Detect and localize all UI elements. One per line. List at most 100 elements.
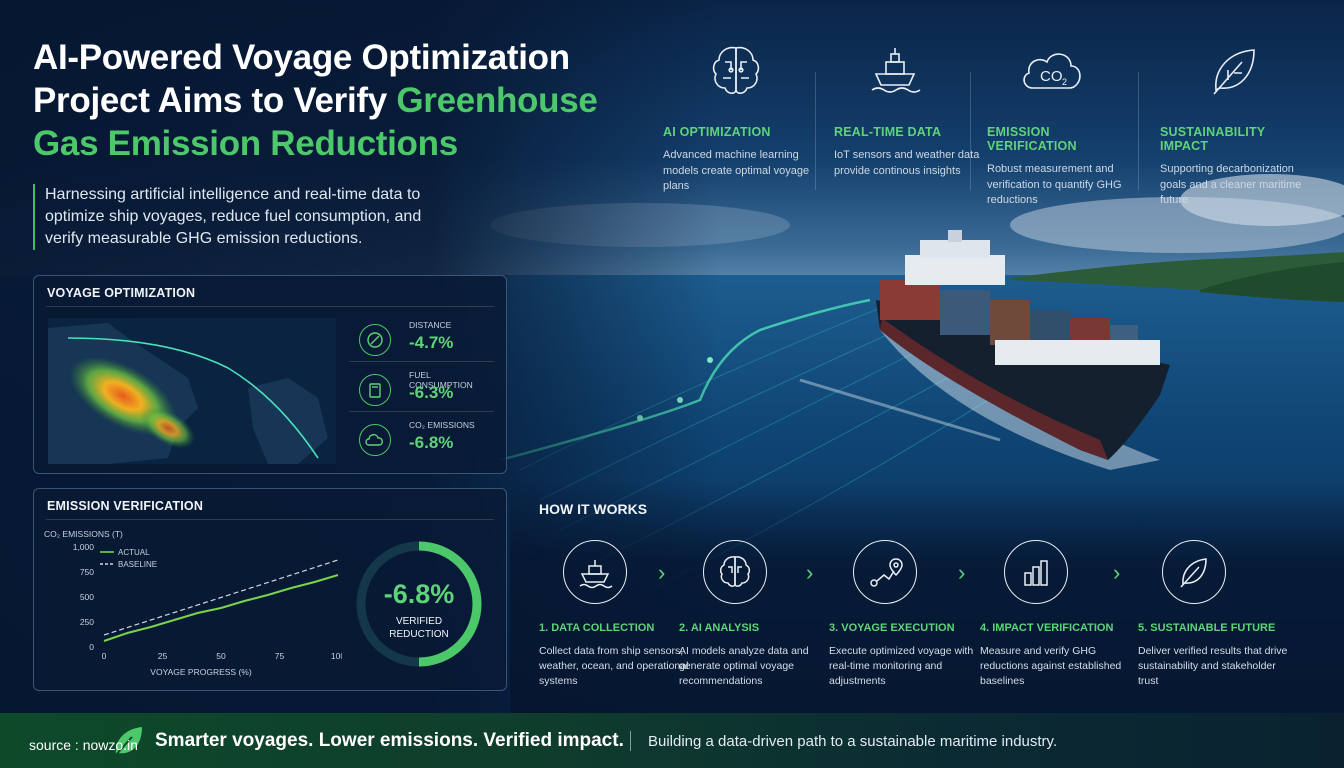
chevron-right-icon: › bbox=[1113, 560, 1121, 585]
route-heatmap bbox=[48, 318, 336, 464]
brain-icon bbox=[712, 46, 760, 94]
feature-divider bbox=[815, 72, 816, 190]
title-line-2: Project Aims to Verify Greenhouse bbox=[33, 79, 633, 122]
source-credit: source : nowzo.in bbox=[29, 737, 138, 753]
metric-label: FUEL CONSUMPTION bbox=[409, 370, 473, 390]
step-voyage-execution: 3. VOYAGE EXECUTION Execute optimized vo… bbox=[829, 540, 979, 689]
legend-label: ACTUAL bbox=[118, 548, 150, 557]
panel-divider bbox=[46, 519, 494, 520]
metric-divider bbox=[349, 361, 494, 362]
bar-chart-icon bbox=[1024, 560, 1048, 586]
feature-desc: IoT sensors and weather data provide con… bbox=[834, 149, 980, 177]
co2-cloud-icon: CO 2 bbox=[1023, 53, 1081, 89]
metric-value: -6.3% bbox=[409, 383, 454, 402]
step-title: 5. SUSTAINABLE FUTURE bbox=[1138, 622, 1276, 634]
step-desc: Execute optimized voyage with real-time … bbox=[829, 645, 974, 687]
how-it-works-title: HOW IT WORKS bbox=[539, 501, 648, 517]
emissions-line-chart: CO₂ EMISSIONS (T) 0 250 500 750 1,000 0 25 50 75 1… bbox=[44, 529, 342, 677]
panel-title: EMISSION VERIFICATION bbox=[47, 499, 204, 513]
y-tick-label: 1,000 bbox=[73, 542, 95, 552]
leaf-icon bbox=[1213, 49, 1255, 95]
chevron-right-icon: › bbox=[958, 560, 966, 585]
gauge-value: -6.8% bbox=[383, 579, 455, 609]
step-title: 2. AI ANALYSIS bbox=[679, 622, 760, 634]
step-ai-analysis: 2. AI ANALYSIS AI models analyze data an… bbox=[679, 540, 829, 689]
feature-desc: Robust measurement and verification to q… bbox=[987, 163, 1122, 206]
step-desc: Deliver verified results that drive sust… bbox=[1138, 645, 1288, 687]
step-icon-circle bbox=[1004, 540, 1068, 604]
step-title: 4. IMPACT VERIFICATION bbox=[980, 622, 1114, 634]
footer-divider bbox=[630, 731, 631, 751]
page-title: AI-Powered Voyage Optimization Project A… bbox=[33, 36, 633, 165]
metric-value: -6.8% bbox=[409, 433, 454, 452]
panel-title: VOYAGE OPTIMIZATION bbox=[47, 286, 196, 300]
title-line-1: AI-Powered Voyage Optimization bbox=[33, 38, 570, 77]
chevron-right-icon: › bbox=[806, 560, 814, 585]
voyage-optimization-panel: VOYAGE OPTIMIZATION DISTANCE -4.7% bbox=[33, 275, 507, 474]
gauge-label: VERIFIED REDUCTION bbox=[354, 615, 484, 641]
metric-label: CO₂ EMISSIONS bbox=[409, 420, 475, 430]
feature-desc: Advanced machine learning models create … bbox=[663, 149, 810, 192]
footer-bar: Smarter voyages. Lower emissions. Verifi… bbox=[0, 713, 1344, 768]
feature-real-time-data: REAL-TIME DATA IoT sensors and weather d… bbox=[834, 40, 984, 179]
metric-co2-emissions: CO₂ EMISSIONS -6.8% bbox=[359, 420, 494, 468]
page-subtitle: Harnessing artificial intelligence and r… bbox=[33, 184, 463, 250]
emission-verification-panel: EMISSION VERIFICATION CO₂ EMISSIONS (T) 0… bbox=[33, 488, 507, 691]
step-desc: Measure and verify GHG reductions agains… bbox=[980, 645, 1122, 687]
step-desc: AI models analyze data and generate opti… bbox=[679, 645, 809, 687]
leaf-icon bbox=[1180, 558, 1207, 588]
metric-value: -4.7% bbox=[409, 333, 454, 352]
gauge-label-line2: REDUCTION bbox=[389, 629, 449, 640]
svg-text:2: 2 bbox=[1062, 77, 1067, 87]
title-line-2-green: Greenhouse bbox=[396, 81, 598, 120]
feature-title: REAL-TIME DATA bbox=[834, 125, 942, 139]
ship-icon bbox=[871, 48, 921, 93]
feature-divider bbox=[1138, 72, 1139, 190]
x-tick-label: 0 bbox=[102, 651, 107, 661]
y-tick-label: 500 bbox=[80, 592, 94, 602]
metric-divider bbox=[349, 411, 494, 412]
series-line-actual bbox=[103, 574, 339, 642]
legend-label: BASELINE bbox=[118, 560, 157, 569]
series-line-baseline bbox=[103, 559, 339, 636]
co2-icon bbox=[359, 424, 391, 456]
gauge-label-line1: VERIFIED bbox=[395, 616, 443, 627]
feature-title: EMISSION VERIFICATION bbox=[987, 125, 1077, 153]
x-axis-label: VOYAGE PROGRESS (%) bbox=[150, 667, 252, 677]
leaf-logo-icon bbox=[113, 727, 142, 758]
feature-divider bbox=[970, 72, 971, 190]
step-title: 1. DATA COLLECTION bbox=[539, 622, 655, 634]
svg-text:CO: CO bbox=[1040, 68, 1063, 85]
panel-divider bbox=[46, 306, 494, 307]
step-title: 3. VOYAGE EXECUTION bbox=[829, 622, 955, 634]
chart-title: CO₂ EMISSIONS (T) bbox=[44, 529, 123, 539]
gauge-fill bbox=[418, 541, 482, 667]
distance-icon bbox=[359, 324, 391, 356]
x-tick-label: 100 bbox=[331, 651, 342, 661]
fuel-icon bbox=[359, 374, 391, 406]
step-icon-circle bbox=[853, 540, 917, 604]
verified-reduction-gauge bbox=[356, 541, 482, 667]
step-icon-circle bbox=[703, 540, 767, 604]
footer-statement: Building a data-driven path to a sustain… bbox=[648, 733, 1058, 750]
x-tick-label: 50 bbox=[216, 651, 226, 661]
y-tick-label: 250 bbox=[80, 617, 94, 627]
feature-emission-verification: CO 2 EMISSION VERIFICATION Robust measur… bbox=[987, 40, 1137, 209]
brain-icon bbox=[719, 556, 751, 587]
metric-label: DISTANCE bbox=[409, 320, 452, 330]
title-line-3: Gas Emission Reductions bbox=[33, 124, 458, 163]
ship-icon bbox=[579, 560, 613, 589]
chevron-right-icon: › bbox=[658, 560, 666, 585]
feature-title: AI OPTIMIZATION bbox=[663, 125, 771, 139]
feature-ai-optimization: AI OPTIMIZATION Advanced machine learnin… bbox=[663, 40, 813, 195]
y-tick-label: 0 bbox=[89, 642, 94, 652]
feature-desc: Supporting decarbonization goals and a c… bbox=[1160, 163, 1302, 206]
step-impact-verification: 4. IMPACT VERIFICATION Measure and verif… bbox=[980, 540, 1130, 689]
footer-tagline: Smarter voyages. Lower emissions. Verifi… bbox=[155, 730, 624, 751]
route-icon bbox=[870, 558, 903, 587]
step-icon-circle bbox=[1162, 540, 1226, 604]
metric-fuel-consumption: FUEL CONSUMPTION -6.3% bbox=[359, 370, 494, 418]
title-line-2-white: Project Aims to Verify bbox=[33, 81, 397, 120]
step-sustainable-future: 5. SUSTAINABLE FUTURE Deliver verified r… bbox=[1138, 540, 1288, 689]
